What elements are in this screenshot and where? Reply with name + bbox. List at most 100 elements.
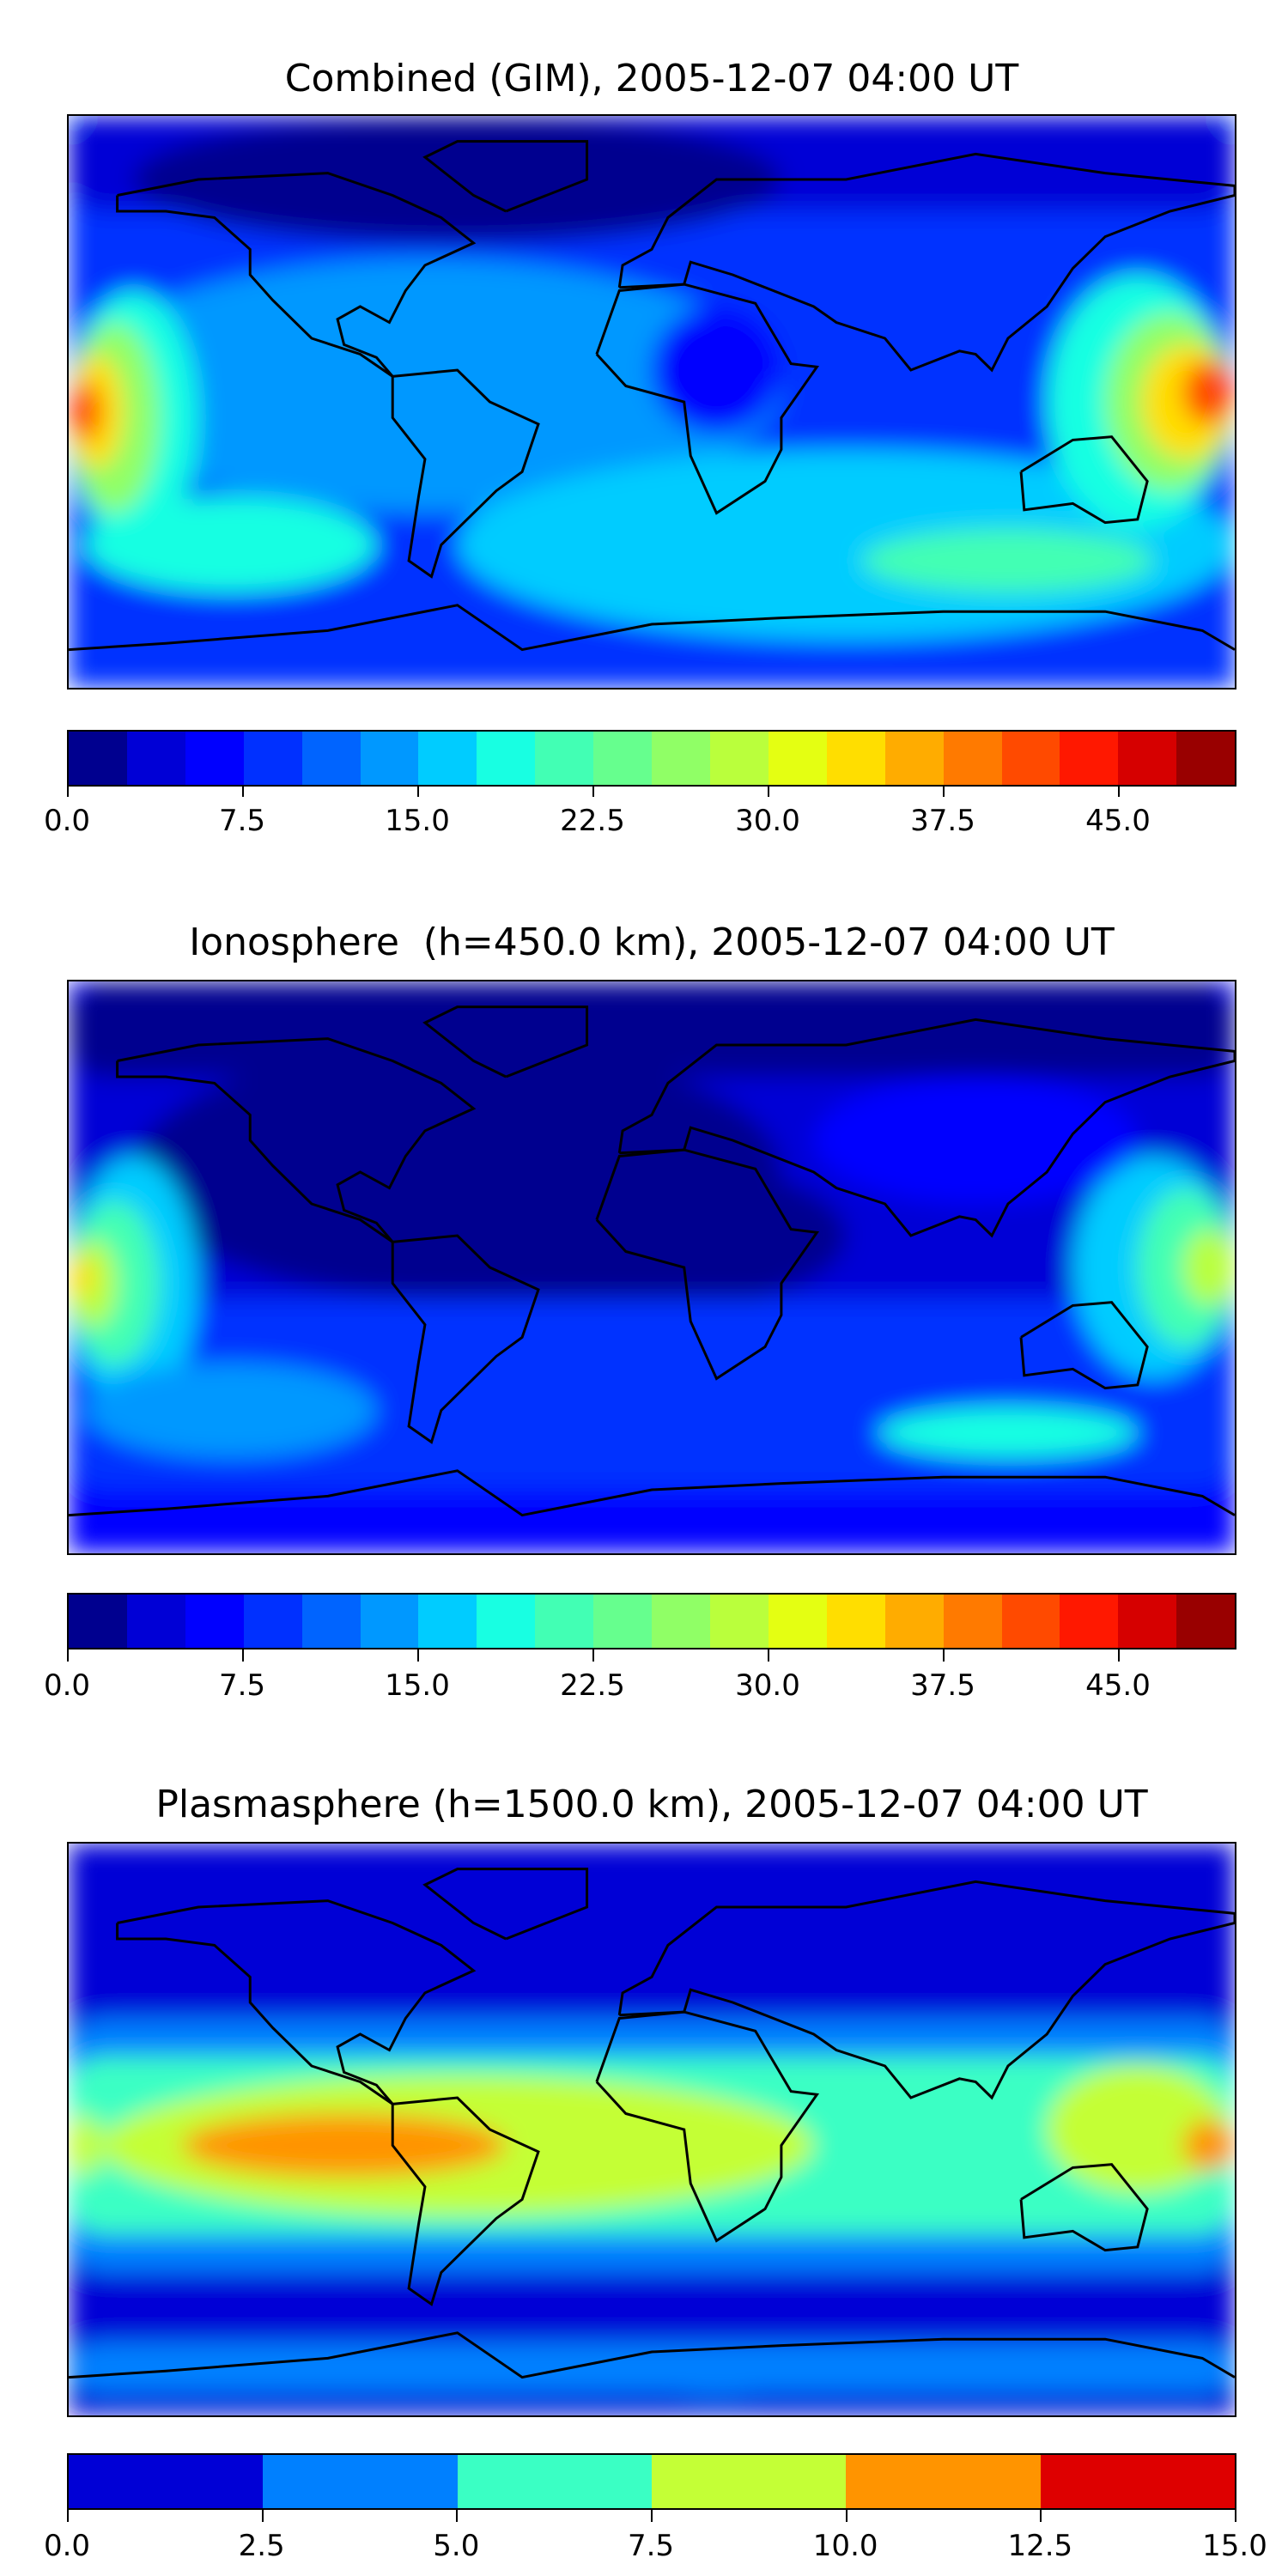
colorbar-tick-label: 30.0	[735, 1668, 800, 1703]
colorbar-segment	[593, 1595, 653, 1648]
colorbar-segment	[1118, 1595, 1177, 1648]
coastline	[116, 1037, 477, 1243]
colorbar-tick	[456, 2510, 459, 2522]
colorbar-tick-label: 37.5	[910, 804, 975, 838]
coastline	[422, 1868, 589, 1941]
colorbar-segment	[126, 732, 185, 785]
contour-region	[69, 382, 101, 440]
colorbar-tick-label: 5.0	[433, 2529, 480, 2563]
colorbar-tick-label: 45.0	[1085, 1668, 1151, 1703]
colorbar-tick-label: 7.5	[627, 2529, 675, 2563]
colorbar-segment	[1001, 732, 1060, 785]
contour-region	[1182, 1229, 1235, 1306]
colorbar-segment	[243, 1595, 302, 1648]
contour-region	[133, 116, 781, 243]
colorbar-tick	[417, 785, 419, 797]
contour-region	[84, 1363, 377, 1458]
colorbar-ticks-plasmasphere: 0.0 2.5 5.0 7.5 10.0 12.5 15.0	[44, 2510, 1267, 2563]
colorbar-segment	[243, 732, 302, 785]
colorbar-segment	[185, 1595, 244, 1648]
colorbar-segment	[943, 732, 1002, 785]
coastline	[595, 1148, 820, 1381]
colorbar-segment	[593, 732, 653, 785]
coastline	[617, 1880, 1235, 2100]
colorbar-tick-label: 7.5	[218, 1668, 266, 1703]
colorbar-segment	[477, 1595, 536, 1648]
colorbar-segment	[884, 1595, 944, 1648]
colorbar-segment	[1001, 1595, 1060, 1648]
colorbar-segment	[1060, 1595, 1119, 1648]
coastline	[69, 1469, 1235, 1517]
colorbar-tick	[651, 2510, 653, 2522]
colorbar-tick	[67, 1649, 69, 1662]
contour-region	[878, 1406, 1138, 1458]
colorbar-tick	[943, 785, 945, 797]
colorbar-tick-label: 15.0	[1202, 2529, 1267, 2563]
colorbar-tick	[1040, 2510, 1042, 2522]
contour-region	[69, 2342, 1235, 2394]
colorbar-ticks-combined: 0.0 7.5 15.0 22.5 30.0 37.5 45.0	[44, 785, 1236, 838]
map-combined	[67, 114, 1236, 690]
colorbar-tick	[242, 1649, 244, 1662]
colorbar-segment	[69, 2455, 264, 2508]
colorbar-segment	[1176, 1595, 1236, 1648]
colorbar-segment	[1040, 2455, 1235, 2508]
colorbar-segment	[477, 732, 536, 785]
colorbar-tick-label: 15.0	[385, 804, 450, 838]
colorbar-tick-label: 30.0	[735, 804, 800, 838]
contour-region	[652, 307, 781, 434]
coastline	[116, 1899, 477, 2105]
contour-region	[69, 258, 781, 513]
coastline	[1019, 2163, 1149, 2252]
contour-region	[69, 2113, 101, 2178]
colorbar-tick-label: 0.0	[43, 804, 91, 838]
coastline	[69, 2331, 1235, 2379]
chart-title-ionosphere: Ionosphere (h=450.0 km), 2005-12-07 04:0…	[189, 920, 1115, 964]
coastline	[422, 140, 589, 213]
map-ionosphere	[67, 980, 1236, 1555]
colorbar-tick	[67, 2510, 69, 2522]
colorbar-segment	[826, 732, 885, 785]
colorbar-tick-label: 7.5	[218, 804, 266, 838]
colorbar-tick	[261, 2510, 264, 2522]
colorbar-segment	[1060, 732, 1119, 785]
coastline	[1019, 435, 1149, 525]
chart-title-combined: Combined (GIM), 2005-12-07 04:00 UT	[284, 57, 1019, 100]
coastline	[617, 152, 1235, 373]
colorbar-combined	[67, 730, 1236, 787]
coastline	[617, 1018, 1235, 1238]
contour-region	[69, 981, 1235, 1077]
colorbar-tick	[417, 1649, 419, 1662]
colorbar-ticks-ionosphere: 0.0 7.5 15.0 22.5 30.0 37.5 45.0	[44, 1649, 1236, 1703]
colorbar-segment	[884, 732, 944, 785]
colorbar-tick	[768, 785, 769, 797]
colorbar-segment	[652, 732, 710, 785]
colorbar-segment	[943, 1595, 1002, 1648]
colorbar-segment	[826, 1595, 885, 1648]
contour-region	[652, 2371, 781, 2397]
colorbar-tick-label: 12.5	[1007, 2529, 1073, 2563]
contour-region	[392, 1156, 847, 1315]
colorbar-segment	[652, 1595, 710, 1648]
colorbar-tick	[1118, 1649, 1120, 1662]
colorbar-tick	[1118, 785, 1120, 797]
colorbar-tick	[592, 1649, 594, 1662]
colorbar-tick-label: 2.5	[238, 2529, 285, 2563]
colorbar-tick-label: 10.0	[812, 2529, 878, 2563]
contour-region	[1182, 2119, 1235, 2172]
colorbar-segment	[301, 732, 361, 785]
contour-region	[1182, 360, 1235, 424]
coastline	[391, 368, 540, 579]
colorbar-plasmasphere	[67, 2453, 1236, 2510]
colorbar-segment	[69, 732, 127, 785]
colorbar-segment	[768, 1595, 827, 1648]
contour-region	[182, 2113, 507, 2178]
colorbar-segment	[457, 2455, 652, 2508]
colorbar-segment	[126, 1595, 185, 1648]
map-plasmasphere	[67, 1842, 1236, 2417]
colorbar-tick-label: 22.5	[560, 1668, 625, 1703]
colorbar-tick	[242, 785, 244, 797]
colorbar-segment	[301, 1595, 361, 1648]
colorbar-tick	[943, 1649, 945, 1662]
coastline	[69, 604, 1235, 652]
